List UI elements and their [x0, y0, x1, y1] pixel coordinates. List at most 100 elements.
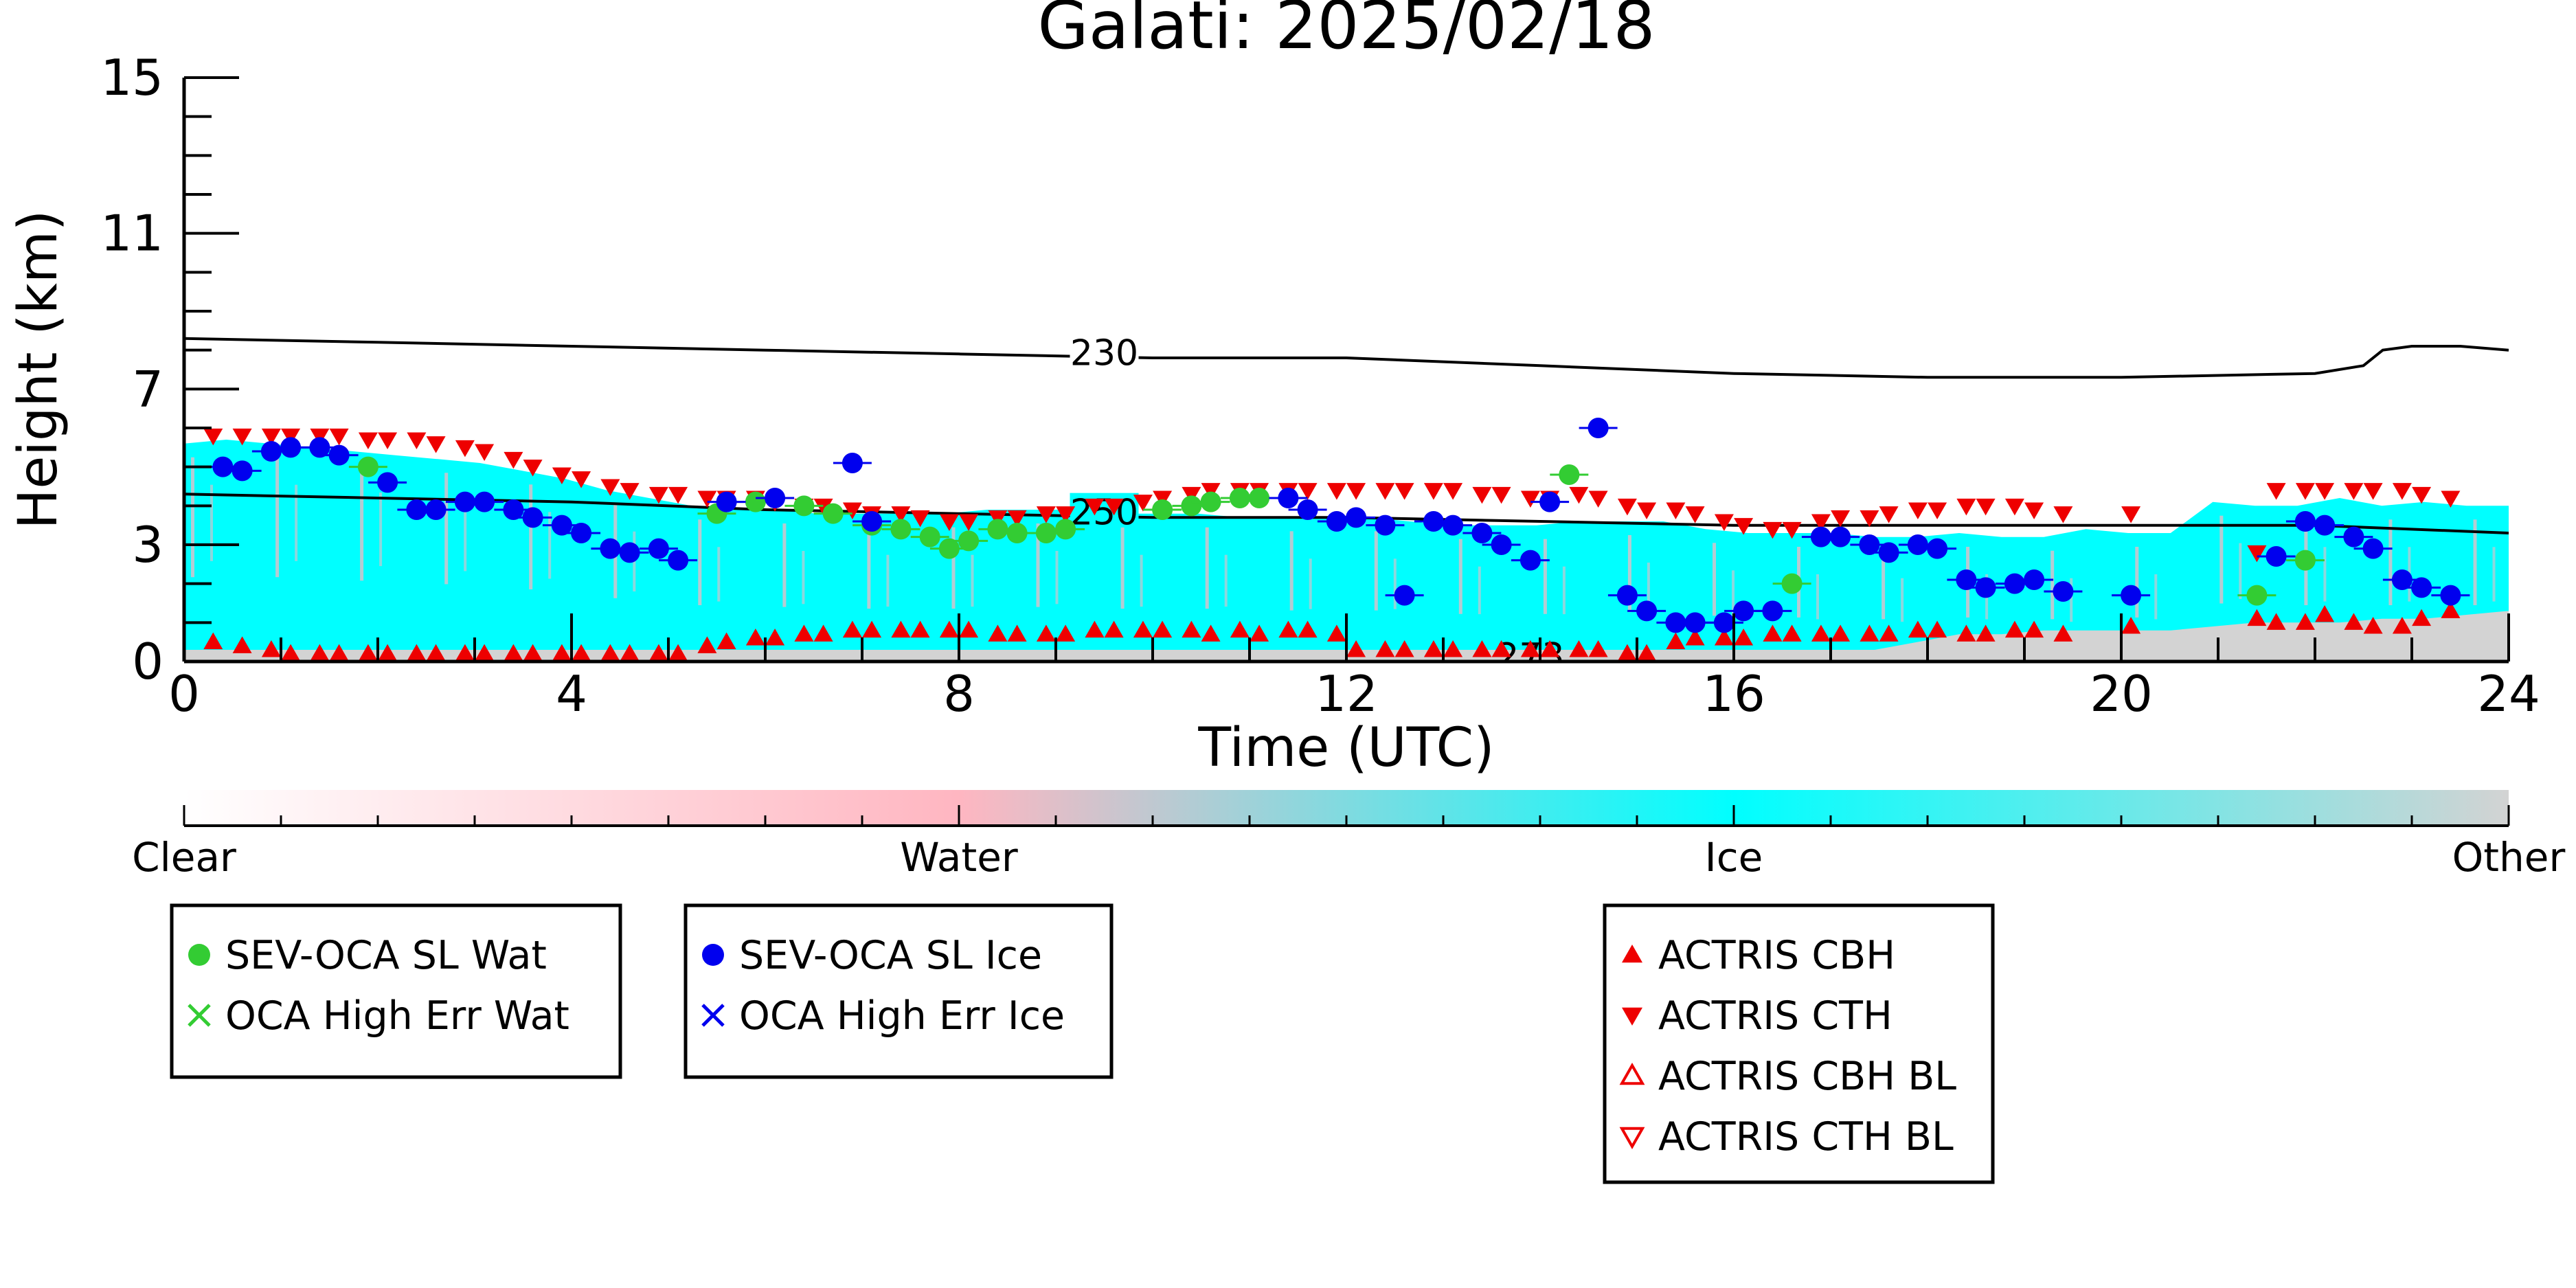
point-sev-oca-sl-wat	[822, 503, 844, 524]
point-sev-oca-sl-ice	[1830, 526, 1851, 547]
legend-label: OCA High Err Wat	[225, 993, 569, 1039]
point-actris-cth	[2295, 483, 2315, 500]
legend-label: ACTRIS CBH BL	[1658, 1054, 1956, 1099]
point-actris-cbh	[1201, 624, 1221, 642]
y-tick-label: 3	[132, 516, 163, 574]
point-actris-cbh	[697, 636, 717, 653]
point-actris-cth	[1714, 514, 1734, 531]
point-sev-oca-sl-ice	[2121, 585, 2142, 606]
point-actris-cbh	[600, 644, 620, 662]
water-streak	[1647, 563, 1650, 612]
axes: 0 3 7 11 15 0 4 8 12 16 20 24	[100, 49, 2540, 723]
water-streak	[1374, 531, 1378, 611]
point-sev-oca-sl-wat	[938, 538, 960, 559]
point-actris-cbh	[1617, 644, 1637, 662]
point-actris-cbh	[1472, 640, 1492, 657]
point-actris-cth	[1007, 510, 1027, 528]
point-actris-cbh	[1133, 620, 1153, 638]
legend-label: OCA High Err Ice	[739, 993, 1065, 1039]
point-actris-cth	[2363, 483, 2383, 500]
point-sev-oca-sl-ice	[1375, 515, 1396, 536]
point-actris-cbh	[2295, 613, 2315, 630]
point-actris-cbh	[1569, 640, 1589, 657]
point-sev-oca-sl-ice	[668, 550, 689, 571]
point-actris-cbh	[203, 632, 223, 650]
water-streak	[2239, 543, 2242, 599]
point-actris-cbh	[1346, 640, 1366, 657]
point-actris-cbh	[1182, 620, 1201, 638]
water-streak	[1036, 523, 1040, 607]
point-actris-cbh	[620, 644, 640, 662]
point-sev-oca-sl-wat	[919, 526, 940, 547]
point-actris-cth	[232, 428, 252, 446]
point-actris-cth	[329, 428, 349, 446]
point-actris-cbh	[1879, 624, 1899, 642]
point-sev-oca-sl-ice	[1878, 542, 1899, 563]
point-actris-cbh	[2363, 617, 2383, 634]
point-actris-cbh	[745, 629, 765, 646]
point-sev-oca-sl-ice	[231, 460, 253, 482]
point-sev-oca-sl-ice	[1443, 515, 1464, 536]
water-streak	[464, 500, 467, 572]
water-streak	[802, 551, 805, 605]
water-streak	[1458, 539, 1462, 614]
water-streak	[379, 493, 383, 567]
y-axis-label: Height (km)	[8, 210, 69, 530]
point-sev-oca-sl-ice	[861, 511, 883, 532]
point-sev-oca-sl-ice	[1297, 499, 1318, 520]
water-streak	[1732, 570, 1735, 617]
point-sev-oca-sl-ice	[212, 456, 234, 477]
x-tick-label: 16	[1702, 665, 1765, 723]
water-streak	[2473, 519, 2477, 605]
point-actris-cth	[2344, 483, 2364, 500]
point-sev-oca-sl-wat	[1249, 488, 1270, 508]
water-streak	[717, 547, 721, 602]
point-actris-cth	[203, 428, 223, 446]
point-sev-oca-sl-ice	[2024, 569, 2045, 590]
contour-label-bg	[1070, 493, 1139, 528]
point-sev-oca-sl-ice	[765, 488, 786, 508]
water-streak	[275, 457, 280, 578]
point-actris-cth	[1976, 498, 1996, 516]
contour-label-250: 250	[1070, 493, 1138, 534]
point-actris-cth	[1831, 510, 1851, 528]
point-actris-cth	[1201, 483, 1221, 500]
point-sev-oca-sl-wat	[1055, 519, 1076, 540]
point-actris-cth	[1734, 518, 1754, 535]
point-actris-cbh	[1734, 629, 1754, 646]
point-sev-oca-sl-wat	[1559, 464, 1580, 485]
legend-frame	[1603, 903, 1995, 1184]
water-streak	[444, 473, 449, 585]
water-streak	[782, 523, 787, 607]
point-actris-cth	[842, 502, 862, 519]
point-sev-oca-sl-wat	[987, 519, 1008, 540]
legend-marker	[702, 944, 724, 966]
colorbar-label-clear: Clear	[132, 834, 236, 881]
point-actris-cbh	[1036, 624, 1056, 642]
water-streak	[951, 527, 956, 609]
point-actris-cbh	[1637, 644, 1657, 662]
point-actris-cbh	[475, 644, 495, 662]
point-actris-cth	[2004, 498, 2024, 516]
point-actris-cbh	[988, 624, 1008, 642]
x-axis-label: Time (UTC)	[1197, 717, 1494, 779]
water-streak	[1713, 543, 1716, 616]
legend-marker	[1622, 945, 1642, 963]
point-actris-cbh	[358, 644, 378, 662]
point-actris-cbh	[1443, 640, 1463, 657]
point-actris-cth	[475, 444, 495, 461]
water-streak	[2323, 547, 2327, 602]
point-actris-cbh	[2344, 613, 2364, 630]
point-actris-cth	[1617, 498, 1637, 516]
point-sev-oca-sl-wat	[793, 495, 815, 517]
point-sev-oca-sl-ice	[1278, 488, 1299, 508]
point-sev-oca-sl-wat	[1781, 573, 1803, 594]
point-actris-cth	[1394, 483, 1414, 500]
point-actris-cth	[310, 428, 330, 446]
point-sev-oca-sl-wat	[1035, 523, 1057, 543]
point-actris-cth	[988, 510, 1008, 528]
point-actris-cbh	[1831, 624, 1851, 642]
point-actris-cth	[1472, 486, 1492, 504]
data-markers	[203, 418, 2470, 662]
water-streak	[1562, 566, 1566, 615]
